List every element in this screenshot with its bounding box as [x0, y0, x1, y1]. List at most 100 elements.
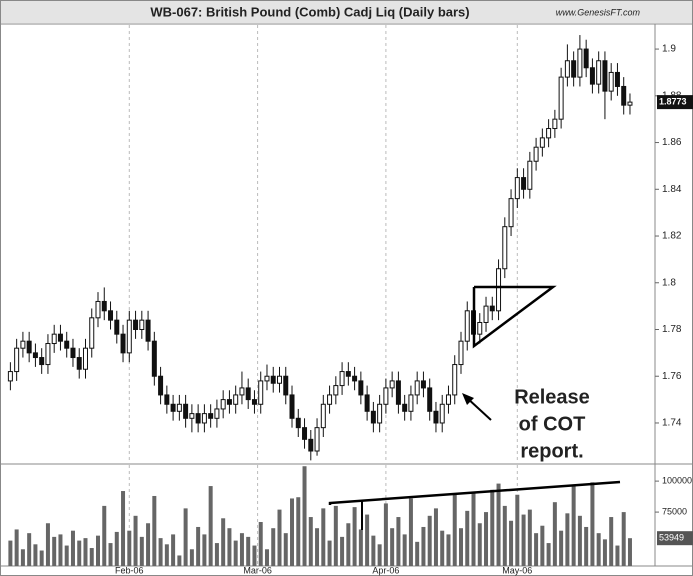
- volume-bar: [14, 529, 19, 566]
- candle-body: [20, 340, 26, 349]
- volume-bar: [171, 534, 176, 566]
- candle-body: [133, 319, 139, 330]
- candle-body: [139, 319, 145, 330]
- volume-bar: [471, 492, 476, 566]
- candle-body: [26, 340, 32, 354]
- volume-bar: [502, 505, 507, 566]
- candle-body: [226, 399, 232, 405]
- candle-body: [402, 403, 408, 412]
- volume-bar: [484, 512, 489, 566]
- candle-body: [539, 137, 545, 148]
- candle-body: [251, 399, 257, 405]
- candle-body: [276, 375, 282, 384]
- x-tick-label: Apr-06: [372, 565, 399, 575]
- candle-body: [220, 399, 226, 410]
- volume-bar: [302, 466, 307, 566]
- y-tick-label: 1.9: [662, 44, 676, 55]
- volume-bar: [246, 536, 251, 566]
- volume-bar: [615, 545, 620, 566]
- candle-body: [445, 394, 451, 405]
- volume-bar: [408, 498, 413, 566]
- candle-body: [364, 394, 370, 412]
- y-tick-label: 1.84: [662, 184, 682, 195]
- volume-tick-label: 75000: [662, 506, 687, 516]
- candle-body: [489, 305, 495, 312]
- volume-bar: [433, 508, 438, 566]
- y-tick-label: 1.74: [662, 418, 682, 429]
- volume-bar: [540, 525, 545, 566]
- volume-bar: [627, 538, 632, 566]
- volume-bar: [164, 544, 169, 566]
- volume-bar: [321, 508, 326, 566]
- annotation-line: report.: [520, 440, 583, 462]
- candle-body: [408, 394, 414, 412]
- candle-body: [546, 128, 552, 139]
- candle-body: [308, 438, 314, 452]
- volume-bar: [577, 515, 582, 566]
- volume-bar: [158, 538, 163, 566]
- volume-bar: [490, 489, 495, 566]
- candle-body: [352, 375, 358, 382]
- candle-body: [627, 101, 633, 106]
- candle-body: [158, 375, 164, 396]
- candle-body: [502, 226, 508, 270]
- volume-bar: [427, 515, 432, 566]
- candle-body: [552, 118, 558, 130]
- y-tick-label: 1.82: [662, 231, 682, 242]
- candle-body: [345, 371, 351, 377]
- volume-bar: [509, 520, 514, 566]
- last-price-box: [657, 95, 693, 110]
- candle-body: [433, 410, 439, 424]
- volume-bar: [390, 528, 395, 566]
- candle-body: [51, 333, 57, 345]
- volume-bar: [465, 510, 470, 566]
- candle-body: [195, 413, 201, 424]
- candle-body: [283, 375, 289, 396]
- candle-body: [32, 352, 38, 359]
- volume-bar: [27, 533, 32, 566]
- candle-body: [389, 380, 395, 389]
- candle-body: [233, 394, 239, 405]
- candle-body: [521, 177, 527, 190]
- candle-body: [201, 413, 207, 424]
- candle-body: [452, 364, 458, 396]
- volume-bar: [571, 486, 576, 566]
- candle-body: [120, 333, 126, 354]
- volume-bar: [515, 494, 520, 566]
- volume-bar: [365, 514, 370, 566]
- x-tick-label: Mar-06: [243, 565, 272, 575]
- candle-body: [295, 417, 301, 429]
- candle-body: [7, 371, 13, 382]
- volume-bar: [196, 526, 201, 566]
- volume-bar: [45, 523, 50, 566]
- candle-body: [151, 340, 157, 377]
- volume-bar: [396, 517, 401, 566]
- volume-bar: [271, 528, 276, 566]
- candle-body: [377, 403, 383, 424]
- volume-bar: [440, 530, 445, 566]
- candle-body: [208, 413, 214, 419]
- volume-bar: [208, 486, 213, 566]
- candle-body: [583, 48, 589, 69]
- volume-bar: [596, 533, 601, 566]
- volume-bar: [108, 543, 113, 566]
- volume-bar: [458, 528, 463, 566]
- candle-body: [558, 76, 564, 120]
- volume-bar: [340, 536, 345, 566]
- arrow-head: [462, 393, 474, 405]
- candle-body: [564, 60, 570, 78]
- volume-bar: [534, 533, 539, 566]
- volume-bar: [77, 540, 82, 566]
- volume-bar: [415, 541, 420, 566]
- volume-bar: [477, 523, 482, 566]
- candle-body: [320, 403, 326, 429]
- volume-bar: [214, 543, 219, 566]
- last-volume-box: [657, 531, 693, 546]
- volume-bar: [114, 531, 119, 566]
- volume-bar: [496, 483, 501, 566]
- candle-body: [414, 380, 420, 396]
- volume-bar: [89, 548, 94, 566]
- candle-body: [483, 305, 489, 323]
- candle-body: [464, 310, 470, 342]
- volume-bar: [177, 555, 182, 566]
